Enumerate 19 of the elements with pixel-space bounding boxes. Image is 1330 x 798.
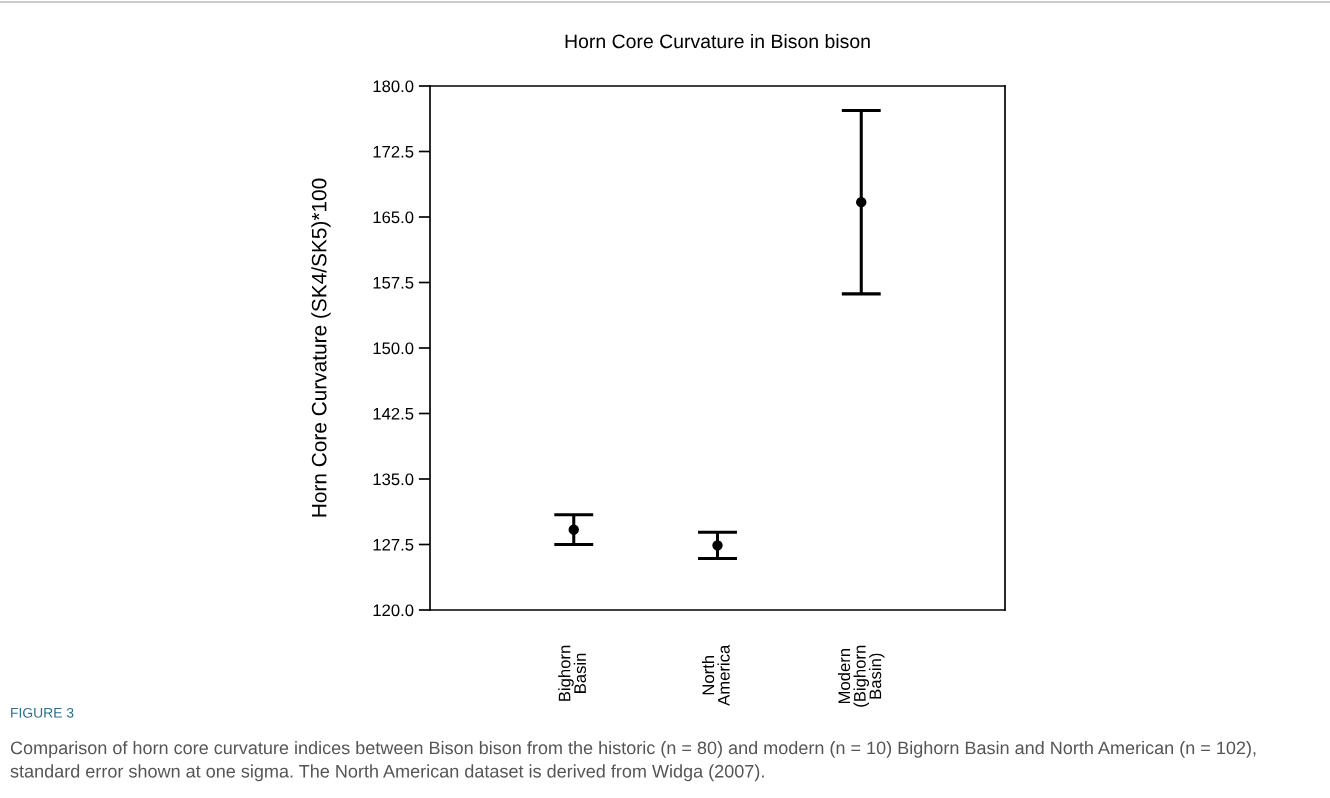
text: Comparison of horn core curvature indices between Bison bison from the historic (n = 80) and modern (n = 10) Bighorn Basin and North American (n = 102), standard error shown at one sigma. The North American dataset is derived from Widga (2007). (10, 741, 1256, 782)
y-tick-label: 180.0 (373, 80, 414, 93)
y-axis-title: Horn Core Curvature (SK4/SK5)*100 (311, 178, 331, 517)
point (568, 524, 579, 535)
y-tick-label: 150.0 (373, 342, 414, 355)
point (712, 540, 723, 551)
y-tick-label: 135.0 (373, 473, 414, 486)
y-tick-label: 157.5 (373, 277, 414, 289)
chart-title: Horn Core Curvature in Bison bison (565, 33, 870, 49)
point (856, 196, 867, 208)
x-tick-label: Bighorn Basin (558, 645, 586, 701)
x-tick-label: North America (701, 644, 730, 706)
y-tick-label: 120.0 (373, 604, 414, 617)
y-tick-label: 127.5 (373, 538, 414, 551)
y-tick-label: 165.0 (373, 211, 414, 224)
y-tick-label: 172.5 (373, 145, 414, 158)
y-tick-label: 142.5 (373, 407, 414, 420)
x-tick-label: Modern (Bighorn Basin) (837, 645, 885, 707)
caption: FIGURE 3 (11, 707, 74, 718)
